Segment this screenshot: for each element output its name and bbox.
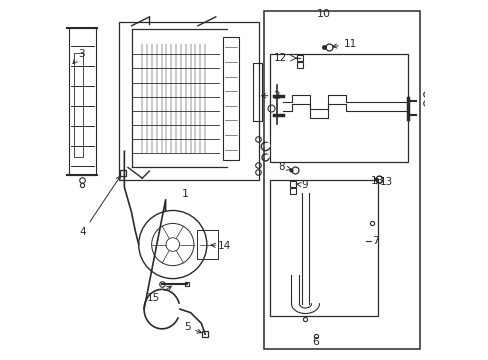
- Text: 6: 6: [312, 337, 319, 347]
- Text: 9: 9: [295, 180, 307, 190]
- Bar: [270, 180, 377, 316]
- Text: 3: 3: [73, 49, 84, 64]
- Text: 7: 7: [371, 236, 378, 246]
- Text: 8: 8: [277, 162, 290, 172]
- Bar: [253, 63, 262, 121]
- Bar: [69, 28, 96, 175]
- Bar: [119, 22, 258, 180]
- Text: 13: 13: [379, 177, 392, 187]
- Bar: [270, 54, 407, 162]
- Text: 2: 2: [261, 91, 280, 101]
- Text: 5: 5: [183, 322, 201, 333]
- Text: 14: 14: [211, 241, 231, 251]
- Bar: [74, 53, 83, 157]
- Text: 1: 1: [182, 189, 188, 199]
- Text: 13: 13: [370, 176, 383, 186]
- Text: 10: 10: [316, 9, 330, 19]
- Text: 4: 4: [80, 176, 120, 237]
- Bar: [264, 12, 419, 348]
- Text: 12: 12: [274, 53, 287, 63]
- Text: 15: 15: [146, 286, 171, 303]
- Text: 11: 11: [332, 39, 356, 49]
- Bar: [223, 37, 239, 160]
- Bar: [196, 230, 218, 259]
